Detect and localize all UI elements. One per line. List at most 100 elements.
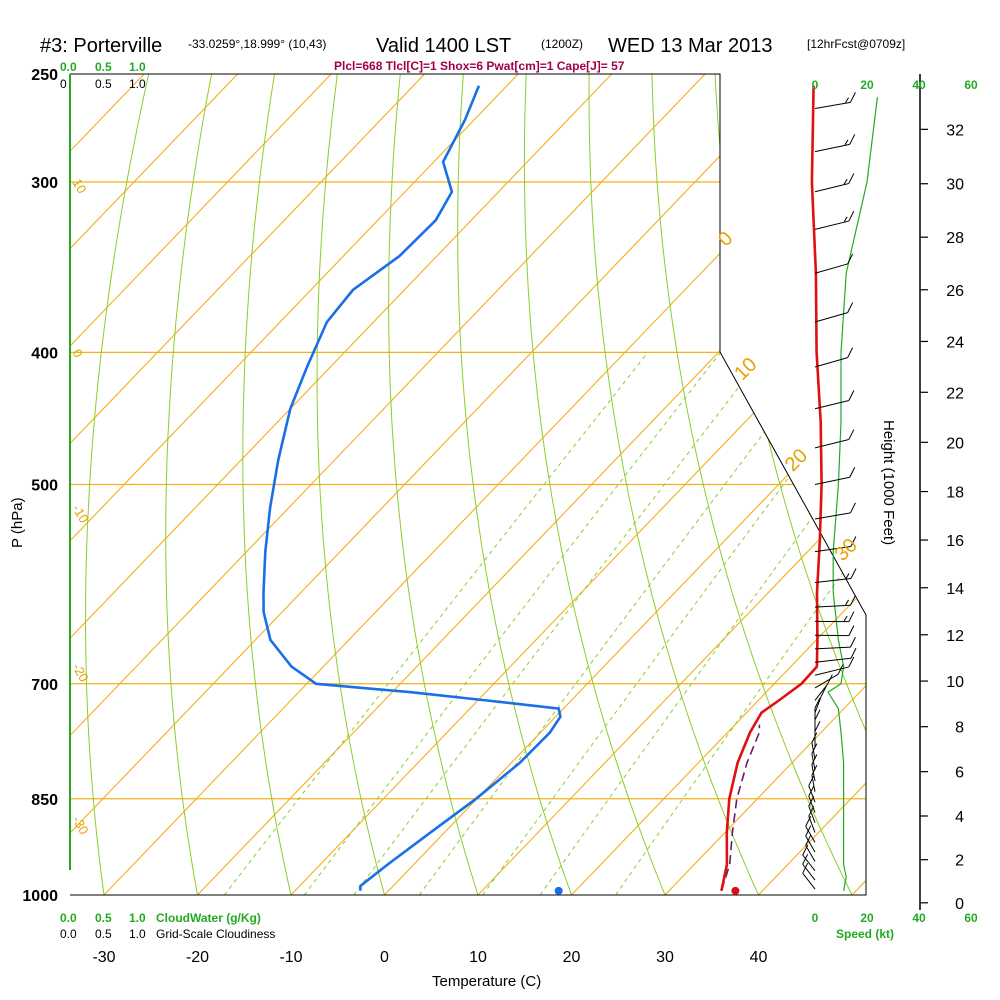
mixing-ratio-line [353,351,766,895]
isotherm-label: 30 [831,534,862,565]
wind-barb-staff [814,657,852,663]
wind-barb-feather [847,347,854,358]
wind-barb [814,686,827,713]
wind-barb [814,134,856,153]
temperature-tick-label: 20 [563,949,581,966]
cloudiness-tick-2: 1.0 [129,927,146,941]
mixing-ratio-label: 12 [532,895,553,915]
temperature-tick-label: 10 [469,949,487,966]
height-tick-label: 14 [946,581,964,598]
dry-adiabat-line [457,74,583,895]
stability-indices: Plcl=668 Tlcl[C]=1 Shox=6 Pwat[cm]=1 Cap… [334,59,625,73]
wind-barb [814,502,856,520]
wind-barb-feather [850,536,857,547]
wind-barb-feather [848,173,855,184]
wind-barb-feather [849,134,856,145]
wind-barb-half-feather [845,573,850,579]
wind-barb-half-feather [844,139,849,146]
wind-barb-feather [811,764,818,776]
wind-barb-half-feather [843,178,848,185]
profile-lines [262,85,823,895]
wind-barb [814,347,854,368]
wind-barb [814,92,856,110]
cloudwater-tick-2: 1.0 [129,911,146,925]
wind-barb-feather [811,754,818,765]
dry-adiabat-line [963,50,1000,924]
isotherm-label: 20 [781,445,812,476]
dry-adiabat-line [523,74,678,895]
mixing-ratio-line [223,351,649,895]
wind-barb-feather [848,656,855,668]
isotherm-label: 0 [714,227,737,250]
height-tick-label: 28 [946,230,964,247]
isotherm-label: 0 [69,346,86,360]
plot-border [70,73,867,896]
station-coords: -33.0259°,18.999° (10,43) [188,37,326,51]
pressure-label: 700 [31,677,58,694]
cloudwater-tick-0: 0.0 [60,911,77,925]
top-cloudiness-tick-1: 0.5 [95,77,112,91]
mixing-ratio-label: 2 [296,901,312,916]
wind-barb-feather [848,625,855,636]
dry-adiabat-line [316,74,394,895]
pressure-label: 500 [31,478,58,495]
wind-barb-staff [814,684,828,701]
wind-barb-staff [811,753,816,771]
wind-barb-half-feather [843,615,848,622]
height-tick-label: 32 [946,122,964,139]
wind-barb-feather [811,732,818,743]
dry-adiabat-line [651,74,866,895]
dry-adiabat-line [588,74,773,895]
isotherm-line [477,74,866,895]
wind-barb [814,210,855,230]
wind-barb-feather [847,302,854,313]
wind-barb-feather [802,853,809,865]
temperature-tick-label: -20 [186,949,209,966]
wind-barb [814,674,833,701]
wind-barb-staff [802,863,816,881]
height-tick-label: 12 [946,628,964,645]
temperature-tick-label: 30 [656,949,674,966]
top-cloudwater-tick-2: 1.0 [129,60,146,74]
dry-adiabat-line [84,74,155,895]
pressure-label: 1000 [22,888,58,905]
wind-barb-staff [814,476,850,485]
dry-adiabat-line [837,74,866,895]
wind-barb [814,648,857,663]
speed-tick-top: 60 [964,78,978,92]
height-tick-label: 8 [955,720,964,737]
wind-barb-feather [848,611,855,622]
isotherm-label: 10 [69,176,89,196]
mixing-ratio-line [418,351,825,895]
wind-speed-profile [827,97,878,891]
speed-tick-bottom: 20 [860,911,874,925]
wind-barb-staff [814,439,849,449]
dry-adiabat-line [388,74,488,895]
wind-barb-feather [814,721,821,732]
wind-barb [814,568,857,584]
wind-barb [811,732,818,760]
pressure-label: 400 [31,345,58,362]
isotherm-line [70,74,426,895]
wind-barb-staff [814,604,851,608]
wind-barb-half-feather [845,599,849,606]
temperature-line [720,85,823,892]
isotherm-line [70,74,239,895]
top-cloudiness-tick-2: 1.0 [129,77,146,91]
wind-barb-staff [808,795,816,813]
wind-barb-half-feather [843,216,848,223]
wind-barb-staff [814,673,839,689]
mixing-ratio-line [303,351,721,895]
dewpoint-line [262,85,562,891]
temperature-axis-title: Temperature (C) [432,973,541,990]
wind-barb-feather [850,502,856,514]
wind-barb-staff [811,764,816,782]
wind-barb [811,743,818,771]
wind-speed-line [827,97,878,891]
speed-axis-label: Speed (kt) [836,927,894,941]
temperature-tick-label: -10 [279,949,302,966]
wind-barb-feather [848,210,855,222]
dry-adiabat-line [165,74,217,895]
wind-barb [814,611,855,623]
